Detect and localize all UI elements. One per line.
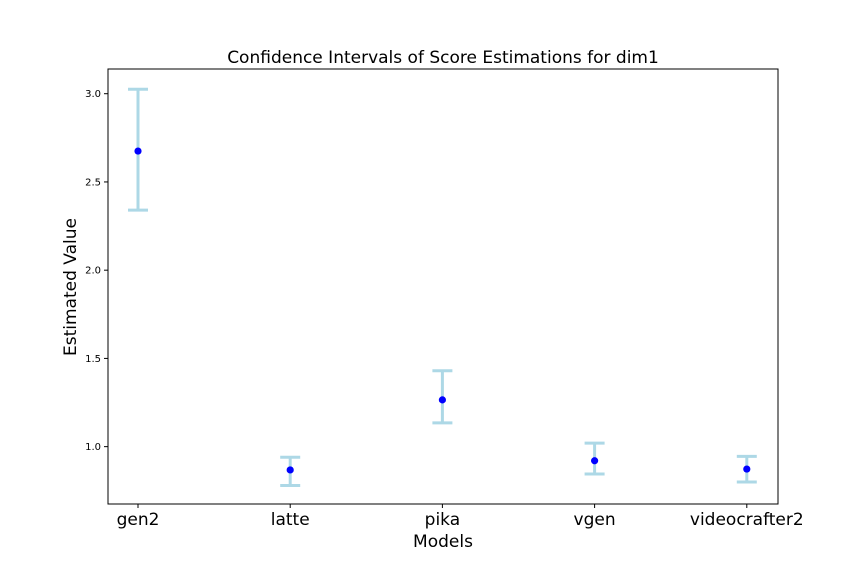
data-point-latte: [286, 466, 294, 474]
data-point-gen2: [134, 147, 142, 155]
x-axis-label: Models: [413, 532, 473, 552]
data-point-videocrafter2: [743, 465, 751, 473]
point-group: [134, 147, 751, 474]
y-axis-label: Estimated Value: [61, 218, 81, 356]
x-axis-ticks: gen2 latte pika vgen videocrafter2: [117, 504, 804, 530]
y-tick-label: 3.0: [85, 89, 101, 100]
x-tick-label: latte: [271, 510, 310, 530]
y-tick-label: 1.0: [85, 442, 101, 453]
y-tick-label: 1.5: [85, 354, 101, 365]
plot-frame: [107, 68, 779, 505]
x-tick-label: videocrafter2: [690, 510, 804, 530]
x-tick-label: gen2: [117, 510, 160, 530]
x-tick-label: vgen: [574, 510, 616, 530]
data-point-pika: [438, 396, 446, 404]
y-axis-ticks: 1.0 1.5 2.0 2.5 3.0: [85, 89, 108, 453]
x-tick-label: pika: [425, 510, 460, 530]
y-tick-label: 2.5: [85, 177, 101, 188]
y-tick-label: 2.0: [85, 266, 101, 277]
chart-title: Confidence Intervals of Score Estimation…: [227, 48, 659, 68]
data-point-vgen: [591, 457, 599, 465]
